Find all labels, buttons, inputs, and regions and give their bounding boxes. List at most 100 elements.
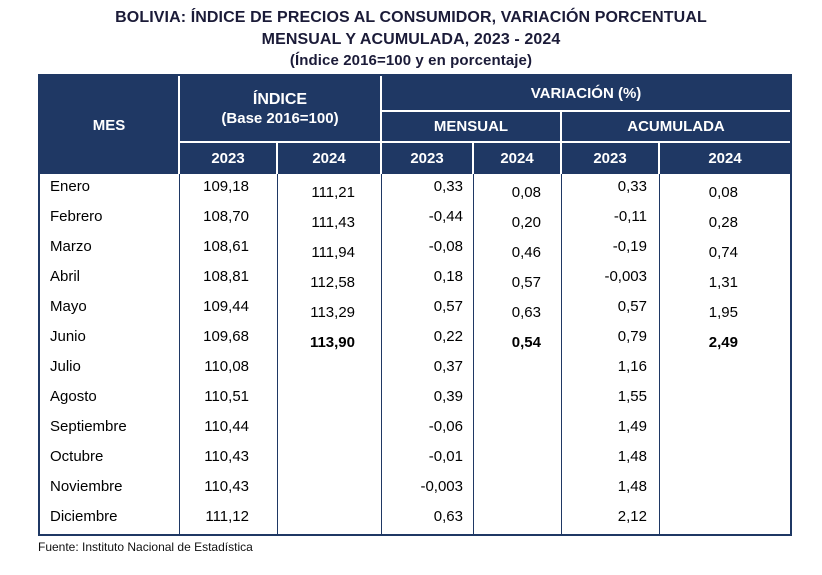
header-mes: MES [40, 76, 180, 174]
value-cell-acu_2023: 1,16 [562, 354, 660, 384]
month-cell: Enero [40, 174, 180, 204]
month-cell: Noviembre [40, 474, 180, 504]
value-cell-acu_2024: 1,31 [660, 264, 790, 294]
month-cell: Marzo [40, 234, 180, 264]
value-cell-ind_2024: 112,58 [278, 264, 382, 294]
value-cell-acu_2024: 0,08 [660, 174, 790, 204]
value-cell-men_2023: 0,37 [382, 354, 474, 384]
value-cell-ind_2024 [278, 504, 382, 534]
value-cell-acu_2023: -0,19 [562, 234, 660, 264]
value-cell-acu_2024 [660, 444, 790, 474]
table-row: Marzo 108,61 111,94 -0,08 0,46 -0,19 0,74 [40, 234, 790, 264]
value-cell-men_2024 [474, 444, 562, 474]
month-cell: Diciembre [40, 504, 180, 534]
value-cell-ind_2023: 108,70 [180, 204, 278, 234]
source-note: Fuente: Instituto Nacional de Estadístic… [38, 540, 253, 554]
value-cell-acu_2024 [660, 354, 790, 384]
value-cell-ind_2023: 110,43 [180, 474, 278, 504]
page-title-line2: MENSUAL Y ACUMULADA, 2023 - 2024 [261, 31, 561, 48]
value-cell-acu_2023: 1,48 [562, 474, 660, 504]
table-row: Noviembre 110,43 -0,003 1,48 [40, 474, 790, 504]
header-mensual: MENSUAL [382, 112, 562, 143]
value-cell-ind_2023: 109,18 [180, 174, 278, 204]
title-block: BOLIVIA: ÍNDICE DE PRECIOS AL CONSUMIDOR… [0, 0, 822, 71]
page-title-line1: BOLIVIA: ÍNDICE DE PRECIOS AL CONSUMIDOR… [115, 9, 707, 26]
header-indice: ÍNDICE (Base 2016=100) [180, 76, 382, 143]
table-header: MES ÍNDICE (Base 2016=100) VARIACIÓN (%)… [40, 76, 790, 174]
value-cell-men_2023: 0,22 [382, 324, 474, 354]
value-cell-acu_2024: 0,74 [660, 234, 790, 264]
value-cell-acu_2024: 0,28 [660, 204, 790, 234]
value-cell-men_2023: -0,06 [382, 414, 474, 444]
value-cell-acu_2024 [660, 414, 790, 444]
value-cell-acu_2024 [660, 504, 790, 534]
value-cell-ind_2023: 108,81 [180, 264, 278, 294]
value-cell-acu_2023: -0,003 [562, 264, 660, 294]
value-cell-men_2024: 0,54 [474, 324, 562, 354]
value-cell-men_2023: 0,18 [382, 264, 474, 294]
value-cell-ind_2024 [278, 354, 382, 384]
value-cell-men_2023: -0,003 [382, 474, 474, 504]
table-row: Mayo 109,44 113,29 0,57 0,63 0,57 1,95 [40, 294, 790, 324]
header-year-acumulada-2023: 2023 [562, 143, 660, 174]
table-row: Diciembre 111,12 0,63 2,12 [40, 504, 790, 534]
month-cell: Febrero [40, 204, 180, 234]
cpi-table-frame: MES ÍNDICE (Base 2016=100) VARIACIÓN (%)… [38, 74, 792, 536]
value-cell-men_2024 [474, 384, 562, 414]
header-year-indice-2024: 2024 [278, 143, 382, 174]
value-cell-ind_2024: 113,29 [278, 294, 382, 324]
table-body: Enero 109,18 111,21 0,33 0,08 0,33 0,08 Febrero… [40, 174, 790, 534]
month-cell: Abril [40, 264, 180, 294]
value-cell-men_2023: -0,44 [382, 204, 474, 234]
value-cell-men_2023: -0,01 [382, 444, 474, 474]
value-cell-men_2023: 0,63 [382, 504, 474, 534]
value-cell-ind_2024: 111,94 [278, 234, 382, 264]
value-cell-ind_2024 [278, 384, 382, 414]
table-row: Febrero 108,70 111,43 -0,44 0,20 -0,11 0,28 [40, 204, 790, 234]
value-cell-men_2024: 0,46 [474, 234, 562, 264]
value-cell-ind_2023: 110,44 [180, 414, 278, 444]
value-cell-acu_2024 [660, 384, 790, 414]
table-row: Junio 109,68 113,90 0,22 0,54 0,79 2,49 [40, 324, 790, 354]
value-cell-acu_2024 [660, 474, 790, 504]
value-cell-men_2024: 0,63 [474, 294, 562, 324]
value-cell-ind_2023: 110,43 [180, 444, 278, 474]
value-cell-acu_2023: 1,55 [562, 384, 660, 414]
value-cell-ind_2023: 109,68 [180, 324, 278, 354]
value-cell-acu_2023: 1,48 [562, 444, 660, 474]
header-indice-title: ÍNDICE [252, 90, 308, 108]
month-cell: Julio [40, 354, 180, 384]
table-row: Septiembre 110,44 -0,06 1,49 [40, 414, 790, 444]
value-cell-men_2023: 0,57 [382, 294, 474, 324]
header-year-mensual-2023: 2023 [382, 143, 474, 174]
value-cell-men_2023: -0,08 [382, 234, 474, 264]
header-indice-base: (Base 2016=100) [221, 109, 339, 127]
value-cell-men_2024: 0,57 [474, 264, 562, 294]
header-acumulada: ACUMULADA [562, 112, 790, 143]
value-cell-ind_2024: 111,21 [278, 174, 382, 204]
header-year-acumulada-2024: 2024 [660, 143, 790, 174]
value-cell-acu_2023: 0,79 [562, 324, 660, 354]
table-row: Enero 109,18 111,21 0,33 0,08 0,33 0,08 [40, 174, 790, 204]
header-variacion: VARIACIÓN (%) [382, 76, 790, 112]
value-cell-ind_2023: 110,51 [180, 384, 278, 414]
header-year-indice-2023: 2023 [180, 143, 278, 174]
value-cell-men_2024 [474, 354, 562, 384]
value-cell-men_2023: 0,39 [382, 384, 474, 414]
value-cell-men_2024 [474, 504, 562, 534]
value-cell-men_2023: 0,33 [382, 174, 474, 204]
value-cell-men_2024: 0,20 [474, 204, 562, 234]
value-cell-ind_2024: 111,43 [278, 204, 382, 234]
value-cell-ind_2024 [278, 474, 382, 504]
value-cell-ind_2023: 108,61 [180, 234, 278, 264]
table-row: Agosto 110,51 0,39 1,55 [40, 384, 790, 414]
value-cell-ind_2024 [278, 444, 382, 474]
value-cell-ind_2023: 110,08 [180, 354, 278, 384]
value-cell-acu_2023: 1,49 [562, 414, 660, 444]
value-cell-acu_2023: -0,11 [562, 204, 660, 234]
value-cell-men_2024 [474, 414, 562, 444]
table-row: Julio 110,08 0,37 1,16 [40, 354, 790, 384]
value-cell-men_2024: 0,08 [474, 174, 562, 204]
value-cell-ind_2024: 113,90 [278, 324, 382, 354]
